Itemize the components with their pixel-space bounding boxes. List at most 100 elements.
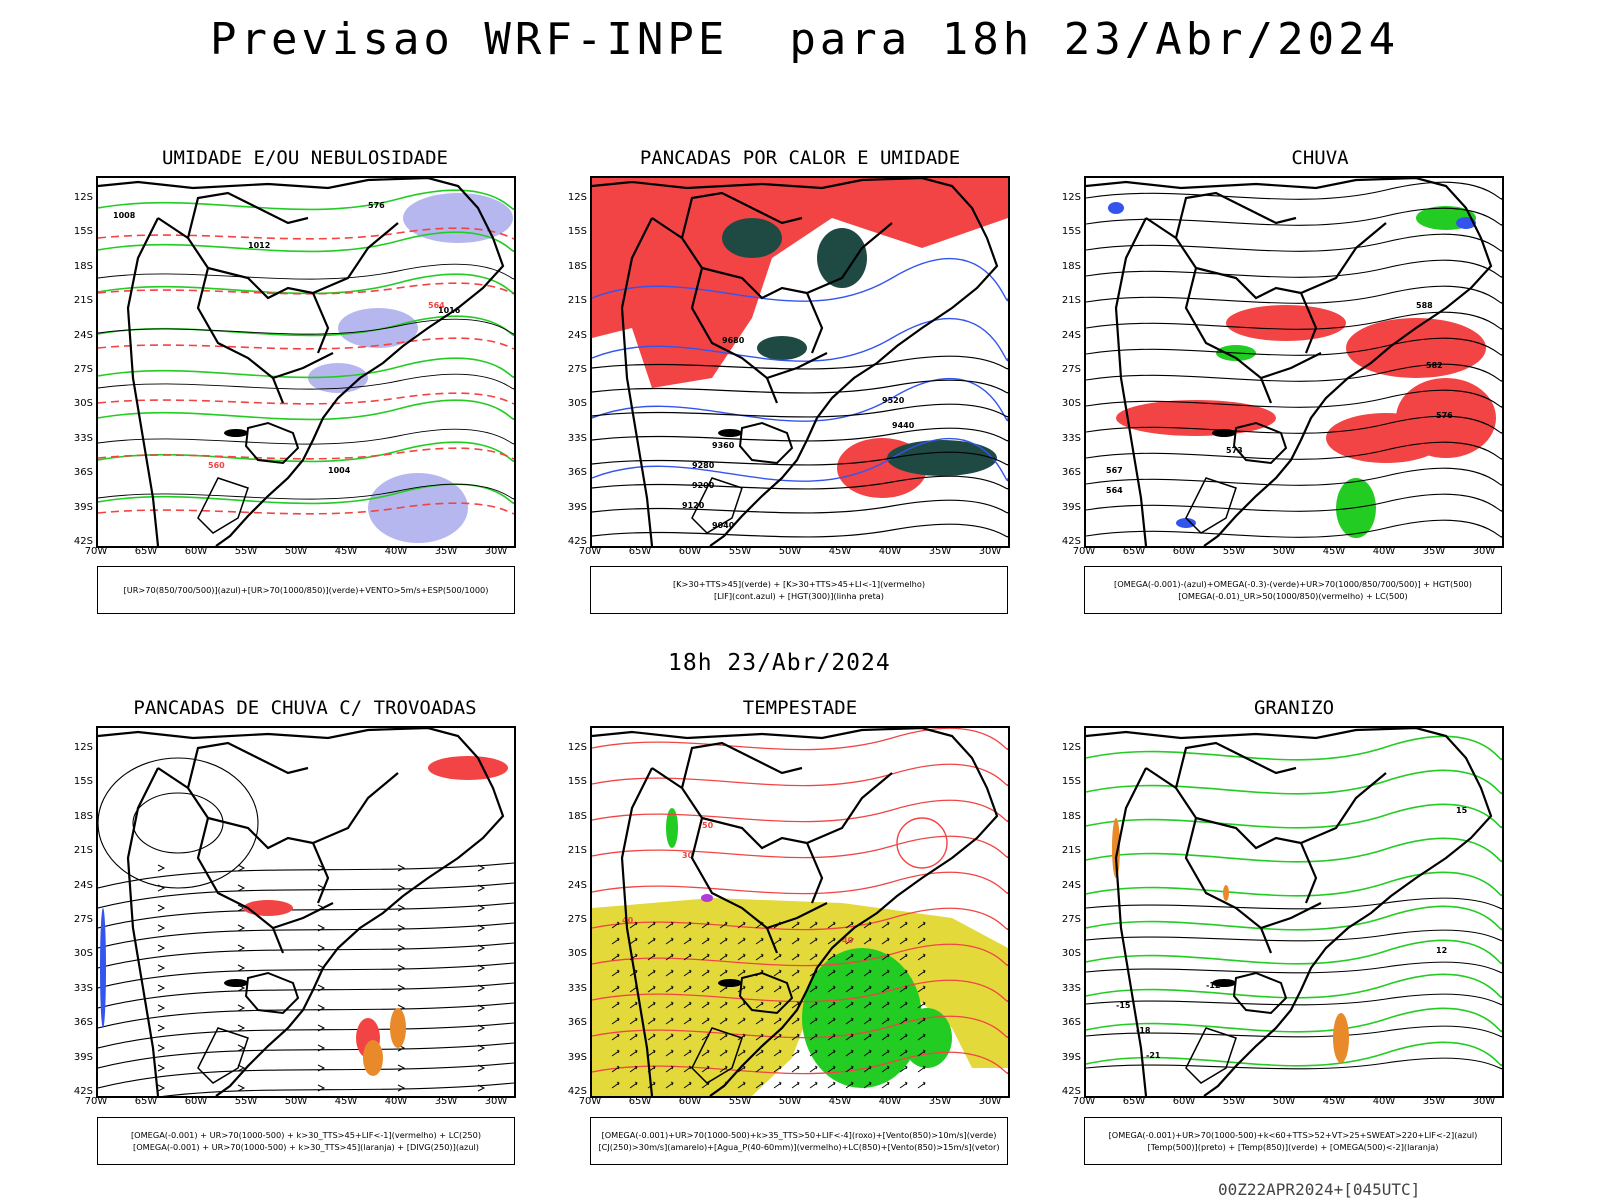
humidity-shade xyxy=(368,473,468,543)
contour-line xyxy=(592,451,1008,466)
streamline-arrow xyxy=(157,864,166,872)
contour-label: 573 xyxy=(1226,446,1243,455)
lat-tick-label: 39S xyxy=(73,501,93,513)
streamline-arrow xyxy=(157,1044,166,1052)
wind-vector xyxy=(611,1065,620,1073)
contour-line xyxy=(98,263,514,280)
wind-vector xyxy=(899,1033,908,1041)
wind-vector xyxy=(719,1033,728,1041)
streamline xyxy=(98,962,514,989)
lon-tick-label: 35W xyxy=(434,1096,458,1107)
contour-line xyxy=(1086,735,1502,761)
hail-omega-area xyxy=(1333,1013,1349,1063)
wind-vector xyxy=(719,1017,728,1025)
wind-vector xyxy=(683,1049,692,1057)
lat-tick-label: 12S xyxy=(73,192,93,203)
wind-vector xyxy=(629,1001,638,1009)
lon-tick-label: 60W xyxy=(1172,1096,1196,1107)
uruguay-border xyxy=(1232,971,1288,1015)
wind-vector xyxy=(827,1081,836,1089)
convective-area xyxy=(390,1008,406,1048)
map-layers: 50 40 40 30 xyxy=(592,728,1008,1096)
wind-vector xyxy=(719,937,728,945)
contour-label: 567 xyxy=(1106,466,1123,475)
panel-2-title: PANCADAS POR CALOR E UMIDADE xyxy=(639,147,961,169)
country-borders xyxy=(126,741,399,1096)
lat-tick-label: 27S xyxy=(1061,364,1081,375)
wind-vector xyxy=(701,985,710,993)
thunderstorm-area xyxy=(428,756,508,780)
streamline-arrow xyxy=(477,1064,486,1072)
panel-1-title: UMIDADE E/OU NEBULOSIDADE xyxy=(162,147,448,169)
contour-label: 564 xyxy=(428,301,445,310)
lat-tick-label: 15S xyxy=(73,226,93,238)
patagonia-outline xyxy=(1185,477,1237,534)
contour-line xyxy=(1086,519,1502,538)
wind-vector xyxy=(737,1017,746,1025)
streamline-arrow xyxy=(477,924,486,932)
wind-vector xyxy=(647,937,656,945)
contour-line xyxy=(1086,837,1502,863)
wind-vector xyxy=(863,937,872,945)
lat-tick-label: 39S xyxy=(1061,1051,1081,1063)
contour-line xyxy=(1086,441,1502,460)
wind-vector xyxy=(773,985,782,993)
lon-tick-label: 30W xyxy=(978,546,1002,557)
wind-vector xyxy=(665,1033,674,1041)
wind-vector xyxy=(881,1081,890,1089)
contour-label: 564 xyxy=(1106,486,1123,495)
contour-line xyxy=(1086,181,1502,200)
lat-tick-label: 18S xyxy=(73,810,93,822)
streamline-arrow xyxy=(317,1084,326,1092)
lat-tick-label: 42S xyxy=(73,1086,93,1097)
coastline xyxy=(592,178,999,546)
lon-tick-label: 35W xyxy=(928,1096,952,1107)
wind-vector xyxy=(827,1049,836,1057)
lat-tick-label: 18S xyxy=(1061,810,1081,822)
lat-tick-label: 18S xyxy=(73,260,93,272)
wind-vector xyxy=(827,985,836,993)
wind-vector xyxy=(863,953,872,961)
wind-vector xyxy=(701,1049,710,1057)
streamline-arrow xyxy=(157,904,166,912)
contour-line xyxy=(592,403,1008,418)
divergence-area xyxy=(100,908,106,1028)
wind-vector xyxy=(827,969,836,977)
lon-tick-label: 60W xyxy=(184,1096,208,1107)
lat-tick-label: 21S xyxy=(567,845,587,857)
wind-vector xyxy=(899,969,908,977)
wind-vector xyxy=(683,937,692,945)
wind-vector xyxy=(647,921,656,929)
map-layers: 9680 9520 9440 9360 9280 9200 9120 9040 xyxy=(592,178,1008,546)
streamline-arrow xyxy=(477,1084,486,1092)
wind-vector xyxy=(665,985,674,993)
wind-vector xyxy=(899,1017,908,1025)
wind-vector xyxy=(917,1081,926,1089)
lon-tick-label: 55W xyxy=(234,546,258,557)
streamline xyxy=(98,1042,514,1069)
wind-vector xyxy=(755,953,764,961)
wind-vector xyxy=(719,921,728,929)
wind-vector xyxy=(719,1001,728,1009)
contour-line xyxy=(98,227,514,240)
lat-tick-label: 39S xyxy=(73,1051,93,1063)
wind-vector xyxy=(899,1081,908,1089)
lon-tick-label: 70W xyxy=(84,1096,108,1107)
lagoon-patos xyxy=(1212,429,1236,437)
wind-vector xyxy=(611,1001,620,1009)
wind-vector xyxy=(845,937,854,945)
lon-tick-label: 65W xyxy=(134,1096,158,1107)
patagonia-outline xyxy=(197,1027,249,1084)
lagoon-patos xyxy=(1212,979,1236,987)
wind-vector xyxy=(773,1049,782,1057)
contour-line xyxy=(1086,871,1502,897)
lon-tick-label: 35W xyxy=(1422,546,1446,557)
streamline-arrow xyxy=(237,964,246,972)
lat-tick-label: 15S xyxy=(73,776,93,788)
contour-line xyxy=(98,399,514,421)
wind-vector xyxy=(737,953,746,961)
streamline-arrow xyxy=(397,1064,406,1072)
mid-time-label: 18h 23/Abr/2024 xyxy=(668,650,891,676)
streamline-arrow xyxy=(317,924,326,932)
streamline-arrow xyxy=(157,884,166,892)
